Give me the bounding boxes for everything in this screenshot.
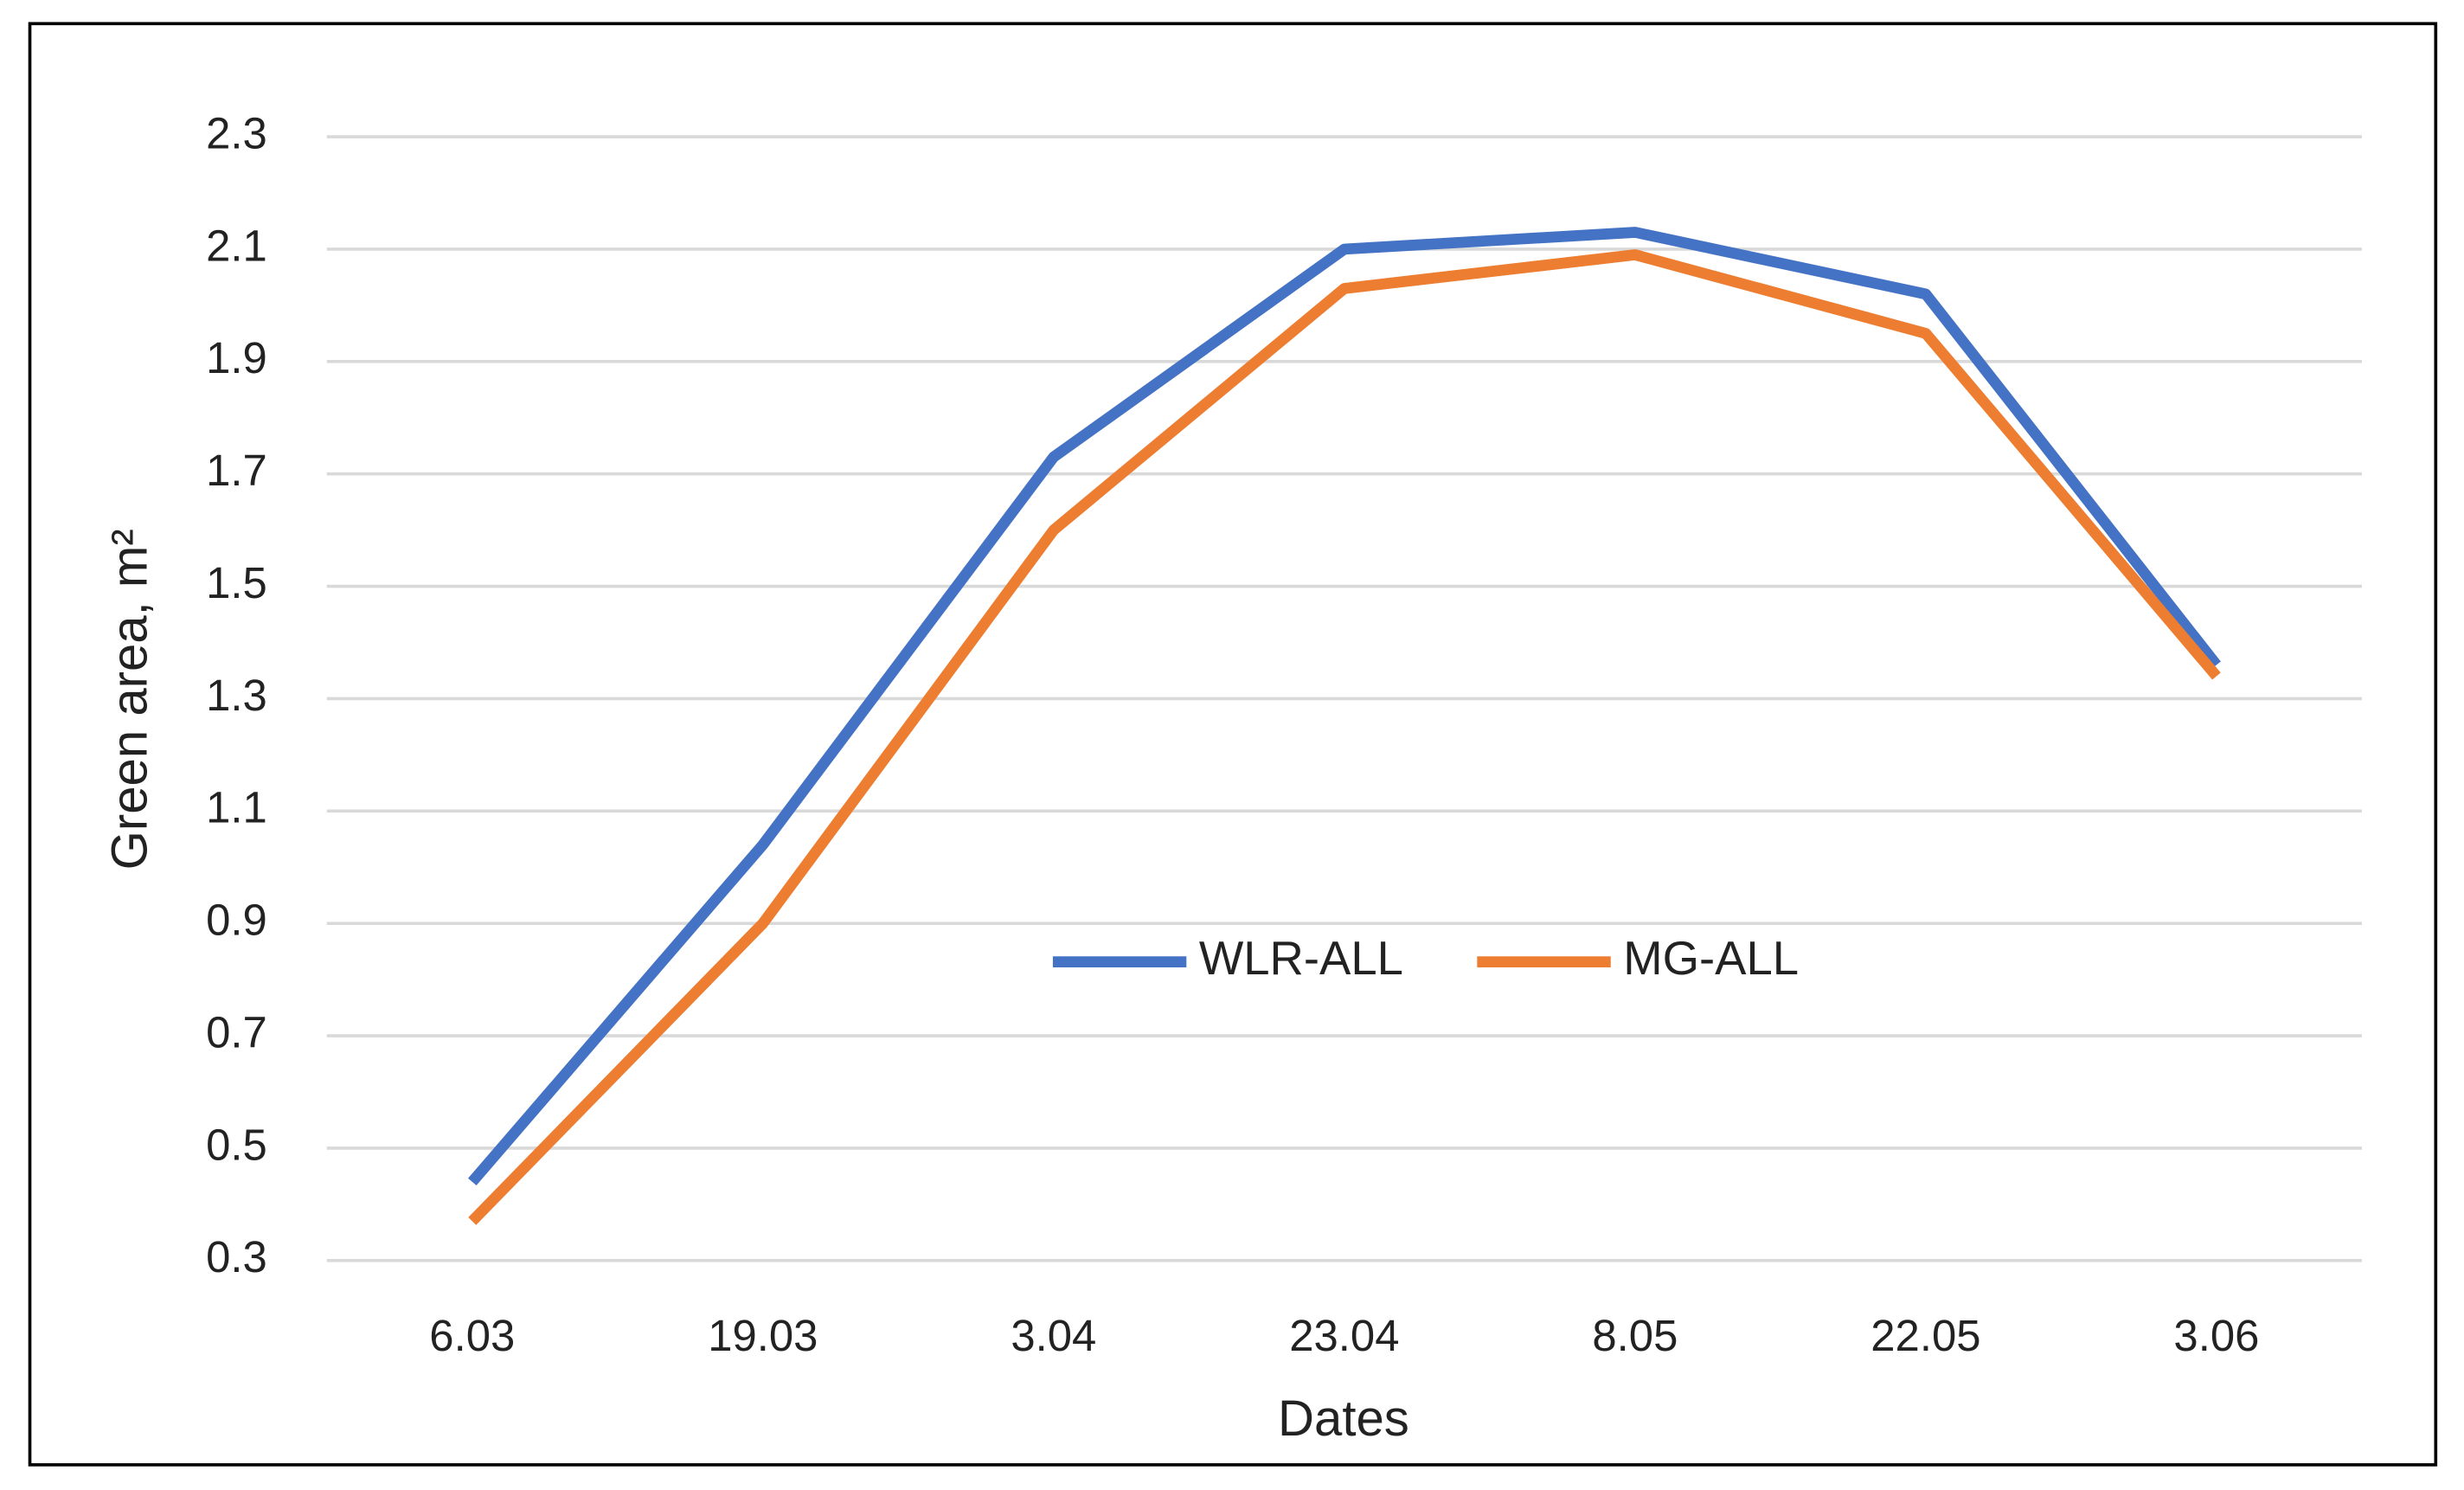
y-tick-label: 0.7 (206, 1007, 267, 1056)
y-tick-label: 1.3 (206, 671, 267, 720)
chart-frame (28, 22, 2438, 1467)
data-line (468, 249, 2221, 1225)
x-tick-label: 22.05 (1870, 1311, 1980, 1360)
y-tick-label: 1.5 (206, 558, 267, 607)
x-tick-label: 23.04 (1289, 1311, 1399, 1360)
x-tick-label: 6.03 (429, 1311, 515, 1360)
x-tick-label: 19.03 (708, 1311, 818, 1360)
y-axis-title: Green area, m² (102, 529, 158, 870)
x-tick-label: 3.04 (1011, 1311, 1096, 1360)
x-axis-title: Dates (1278, 1390, 1409, 1447)
y-tick-label: 0.3 (206, 1232, 267, 1281)
x-tick-label: 8.05 (1592, 1311, 1678, 1360)
legend-label: WLR-ALL (1199, 932, 1403, 985)
y-tick-label: 2.3 (206, 109, 267, 158)
y-tick-label: 2.1 (206, 221, 267, 270)
y-tick-label: 1.1 (206, 783, 267, 832)
y-tick-label: 0.9 (206, 896, 267, 945)
data-line (467, 227, 2221, 1185)
y-tick-label: 1.7 (206, 446, 267, 495)
y-tick-label: 0.5 (206, 1120, 267, 1169)
x-tick-label: 3.06 (2173, 1311, 2259, 1360)
legend-label: MG-ALL (1623, 932, 1799, 985)
y-tick-label: 1.9 (206, 333, 267, 382)
